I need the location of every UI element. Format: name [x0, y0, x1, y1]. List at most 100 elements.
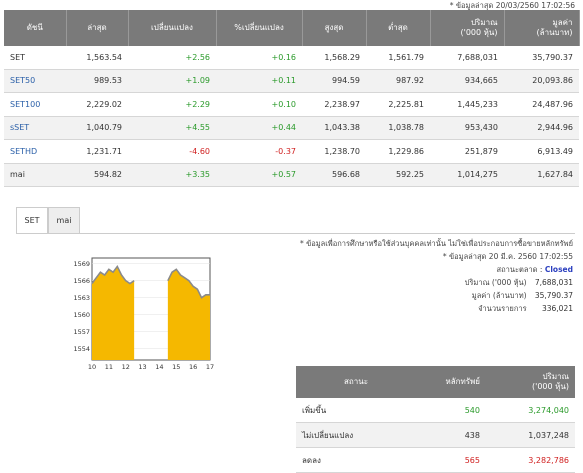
col-securities: หลักทรัพย์	[416, 366, 486, 398]
market-date: * ข้อมูลล่าสุด 20 มี.ค. 2560 17:02:55	[442, 252, 573, 261]
col-value: มูลค่า (ล้านบาท)	[504, 10, 580, 46]
last-update-note: * ข้อมูลล่าสุด 20/03/2560 17:02:56	[449, 1, 575, 10]
x-tick-label: 13	[138, 363, 146, 371]
tab-set[interactable]: SET	[16, 207, 48, 234]
change-value: +2.29	[128, 92, 216, 117]
table-row: ไม่เปลี่ยนแปลง 438 1,037,248	[296, 422, 575, 448]
pct-change-value: +0.16	[216, 46, 302, 70]
index-name[interactable]: sSET	[4, 116, 66, 140]
change-value: +4.55	[128, 116, 216, 140]
tab-mai[interactable]: mai	[48, 207, 80, 234]
x-tick-label: 10	[88, 363, 96, 371]
market-trades-label: จำนวนรายการ	[478, 304, 527, 313]
chart-area-session-2	[167, 269, 210, 360]
pct-change-value: +0.44	[216, 116, 302, 140]
table-row: เพิ่มขึ้น 540 3,274,040	[296, 398, 575, 423]
intraday-chart: 1569 1566 1563 1560 1557 1554 10 11 12 13 14 15 16 17	[73, 257, 214, 371]
high-value: 596.68	[302, 163, 366, 187]
volume-value: 251,879	[430, 139, 504, 164]
low-value: 2,225.81	[366, 92, 430, 117]
last-value: 594.82	[66, 163, 128, 187]
low-value: 1,229.86	[366, 139, 430, 164]
last-value: 1,231.71	[66, 139, 128, 164]
table-row: SET100 2,229.02 +2.29 +0.10 2,238.97 2,225.81…	[4, 92, 579, 117]
col-status: สถานะ	[296, 366, 416, 398]
change-value: +2.56	[128, 46, 216, 70]
y-tick-label: 1566	[73, 277, 90, 285]
index-table-header: ดัชนี ล่าสุด เปลี่ยนแปลง %เปลี่ยนแปลง สู…	[4, 10, 580, 46]
market-status-row: สถานะตลาด : Closed	[497, 264, 574, 276]
breadth-volume: 3,282,786	[486, 447, 575, 473]
x-tick-label: 14	[155, 363, 163, 371]
index-name[interactable]: SET50	[4, 69, 66, 93]
col-index: ดัชนี	[4, 10, 67, 46]
high-value: 1,568.29	[302, 46, 366, 70]
disclaimer-note: * ข้อมูลเพื่อการศึกษาหรือใช้ส่วนบุคคลเท่…	[299, 239, 573, 248]
breadth-table-header: สถานะ หลักทรัพย์ ปริมาณ ('000 หุ้น)	[296, 366, 575, 398]
value-value: 20,093.86	[504, 69, 579, 93]
x-tick-label: 11	[105, 363, 113, 371]
value-value: 1,627.84	[504, 163, 579, 187]
breadth-label: ไม่เปลี่ยนแปลง	[296, 422, 416, 448]
pct-change-value: +0.57	[216, 163, 302, 187]
market-value-label: มูลค่า (ล้านบาท)	[471, 291, 527, 300]
low-value: 1,038.78	[366, 116, 430, 140]
chart-line-session-2	[167, 268, 210, 299]
breadth-volume: 3,274,040	[486, 398, 575, 423]
table-row: SET 1,563.54 +2.56 +0.16 1,568.29 1,561.79 7,6…	[4, 46, 579, 70]
y-tick-label: 1569	[73, 260, 90, 268]
x-tick-label: 12	[122, 363, 130, 371]
value-value: 35,790.37	[504, 46, 579, 70]
last-value: 1,040.79	[66, 116, 128, 140]
y-tick-label: 1554	[73, 345, 90, 353]
table-row: ลดลง 565 3,282,786	[296, 447, 575, 473]
low-value: 1,561.79	[366, 46, 430, 70]
change-value: +3.35	[128, 163, 216, 187]
col-low: ต่ำสุด	[366, 10, 431, 46]
market-status-label: สถานะตลาด :	[496, 265, 543, 274]
table-row: mai 594.82 +3.35 +0.57 596.68 592.25 1,014,275…	[4, 163, 579, 187]
table-row: SETHD 1,231.71 -4.60 -0.37 1,238.70 1,229.86 2…	[4, 139, 579, 164]
index-table: ดัชนี ล่าสุด เปลี่ยนแปลง %เปลี่ยนแปลง สู…	[4, 10, 580, 187]
chart-area-session-1	[92, 266, 135, 360]
index-name: SET	[4, 46, 66, 70]
index-name[interactable]: SETHD	[4, 139, 66, 164]
last-value: 2,229.02	[66, 92, 128, 117]
value-value: 24,487.96	[504, 92, 579, 117]
y-tick-label: 1563	[73, 294, 90, 302]
market-trades-value: 336,021	[541, 304, 573, 313]
tab-divider	[16, 233, 575, 234]
pct-change-value: +0.10	[216, 92, 302, 117]
volume-value: 934,665	[430, 69, 504, 93]
y-tick-label: 1560	[73, 311, 90, 319]
pct-change-value: -0.37	[216, 139, 302, 164]
index-name[interactable]: SET100	[4, 92, 66, 117]
volume-value: 1,445,233	[430, 92, 504, 117]
table-row: sSET 1,040.79 +4.55 +0.44 1,043.38 1,038.78 95…	[4, 116, 579, 140]
last-value: 1,563.54	[66, 46, 128, 70]
low-value: 987.92	[366, 69, 430, 93]
high-value: 2,238.97	[302, 92, 366, 117]
market-volume-row: ปริมาณ ('000 หุ้น) 7,688,031	[465, 277, 573, 289]
index-name: mai	[4, 163, 66, 187]
col-breadth-volume: ปริมาณ ('000 หุ้น)	[486, 366, 575, 398]
value-value: 2,944.96	[504, 116, 579, 140]
breadth-count: 540	[416, 398, 486, 423]
breadth-label: เพิ่มขึ้น	[296, 398, 416, 423]
table-row: SET50 989.53 +1.09 +0.11 994.59 987.92 934,665…	[4, 69, 579, 93]
col-change: เปลี่ยนแปลง	[128, 10, 217, 46]
market-trades-row: จำนวนรายการ 336,021	[478, 303, 573, 315]
y-tick-label: 1557	[73, 328, 90, 336]
change-value: +1.09	[128, 69, 216, 93]
low-value: 592.25	[366, 163, 430, 187]
high-value: 1,043.38	[302, 116, 366, 140]
volume-value: 7,688,031	[430, 46, 504, 70]
volume-value: 953,430	[430, 116, 504, 140]
market-status-value: Closed	[544, 265, 573, 274]
x-tick-label: 15	[172, 363, 180, 371]
high-value: 994.59	[302, 69, 366, 93]
market-value-value: 35,790.37	[534, 291, 573, 300]
market-value-row: มูลค่า (ล้านบาท) 35,790.37	[472, 290, 573, 302]
breadth-label: ลดลง	[296, 447, 416, 473]
chart-line-session-1	[91, 264, 135, 285]
